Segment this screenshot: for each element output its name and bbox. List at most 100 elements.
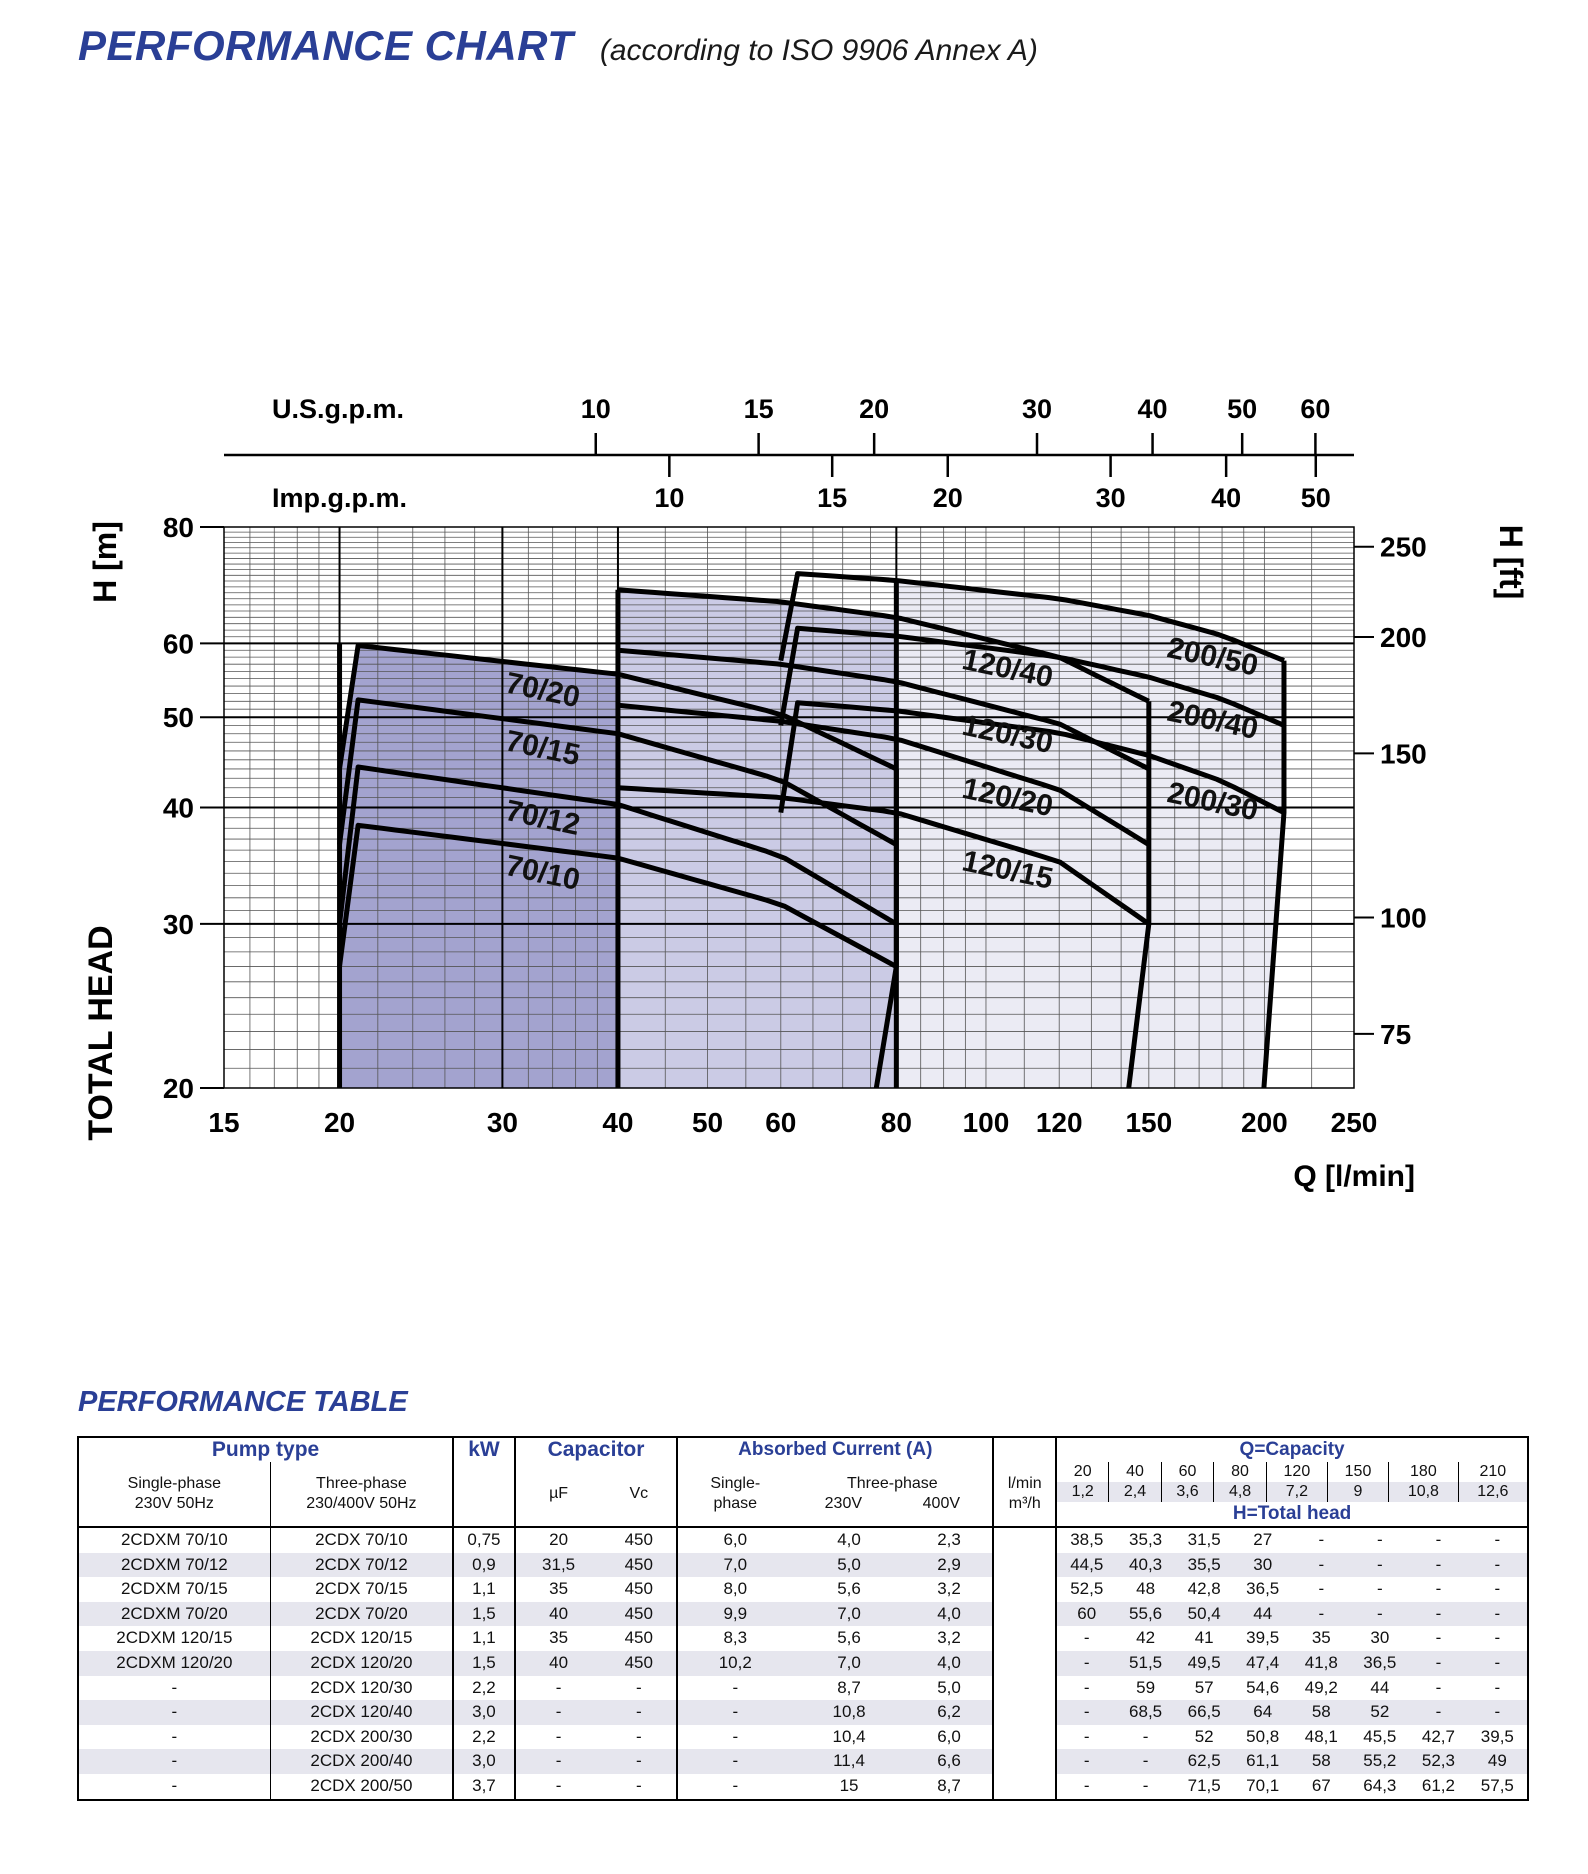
table-cell: - bbox=[635, 1677, 642, 1697]
table-cell: 5,6 bbox=[837, 1579, 861, 1599]
table-cell: 48,1 bbox=[1304, 1726, 1338, 1746]
table-cell: 3,0 bbox=[452, 1749, 515, 1774]
table-cell: - bbox=[1142, 1775, 1149, 1795]
table-row: 2CDXM 70/12 2CDX 70/12 0,9 31,5 450 7,0 5,0 2,9… bbox=[78, 1552, 1528, 1578]
table-cell: 5,6 bbox=[837, 1628, 861, 1648]
table-cell: 0,75 bbox=[452, 1527, 515, 1553]
table-cell: - bbox=[1055, 1700, 1117, 1725]
table-cell: - bbox=[1409, 1601, 1468, 1627]
unit-spacer bbox=[992, 1675, 1057, 1701]
x-tick-label: 250 bbox=[1331, 1107, 1378, 1138]
q-capacity-header: Q=Capacity bbox=[1055, 1437, 1528, 1462]
table-cell: 36,5 bbox=[1350, 1650, 1410, 1676]
performance-chart: 70/1070/1270/1570/20120/15120/20120/3012… bbox=[82, 394, 1529, 1193]
q-lmin-value: 40 bbox=[1108, 1462, 1162, 1482]
table-cell: 49,5 bbox=[1174, 1650, 1234, 1676]
table-cell: 450 bbox=[624, 1530, 653, 1549]
table-cell: - bbox=[78, 1700, 271, 1725]
table-cell: 52 bbox=[1350, 1700, 1410, 1725]
table-cell: 2CDXM 70/12 bbox=[78, 1552, 271, 1578]
table-cell: - bbox=[78, 1749, 271, 1774]
table-cell: - bbox=[1142, 1726, 1149, 1746]
y2-tick-label: 100 bbox=[1380, 902, 1427, 933]
table-cell: 54,6 bbox=[1246, 1677, 1280, 1697]
table-cell: 2CDXM 120/15 bbox=[116, 1628, 233, 1648]
table-cell: 44,5 bbox=[1055, 1552, 1117, 1578]
us-gpm-tick-label: 20 bbox=[859, 394, 889, 424]
uf-label: µF bbox=[513, 1462, 602, 1527]
table-cell: - bbox=[676, 1700, 793, 1725]
table-cell: 51,5 bbox=[1116, 1650, 1175, 1676]
table-cell: 35 bbox=[1311, 1628, 1331, 1648]
table-cell: 2CDX 70/20 bbox=[269, 1601, 454, 1627]
imp-gpm-tick-label: 30 bbox=[1096, 483, 1126, 513]
table-cell: - bbox=[1435, 1579, 1442, 1599]
capacitor-header: Capacitor bbox=[513, 1437, 678, 1462]
unit-spacer bbox=[992, 1749, 1057, 1774]
table-cell: 61,1 bbox=[1233, 1749, 1292, 1774]
q-m3h-value: 12,6 bbox=[1457, 1482, 1527, 1502]
table-cell: 1,5 bbox=[452, 1601, 515, 1627]
table-row: -2CDX 200/40 3,0- - -11,4 6,6- -62,5 61,1 58 55,… bbox=[78, 1749, 1528, 1774]
y2-tick-label: 150 bbox=[1380, 738, 1427, 769]
q-lmin-value: 210 bbox=[1457, 1462, 1527, 1482]
table-cell: 55,2 bbox=[1350, 1749, 1410, 1774]
table-cell: - bbox=[1292, 1552, 1351, 1578]
table-cell: 450 bbox=[601, 1650, 678, 1676]
table-cell: 450 bbox=[624, 1628, 653, 1648]
table-cell: 40 bbox=[513, 1601, 602, 1627]
table-row: 2CDXM 120/20 2CDX 120/20 1,5 40 450 10,2 7,0 4,… bbox=[78, 1650, 1528, 1676]
table-cell: 62,5 bbox=[1174, 1749, 1234, 1774]
table-cell: - bbox=[1409, 1650, 1468, 1676]
table-cell: 7,0 bbox=[792, 1650, 906, 1676]
table-cell: 2CDX 70/15 bbox=[269, 1577, 454, 1602]
table-cell: 58 bbox=[1292, 1700, 1351, 1725]
table-cell: - bbox=[1116, 1749, 1175, 1774]
table-cell: 6,0 bbox=[937, 1726, 961, 1746]
us-gpm-tick-label: 15 bbox=[744, 394, 774, 424]
table-cell: 3,7 bbox=[452, 1773, 515, 1800]
table-cell: 45,5 bbox=[1363, 1726, 1397, 1746]
x-tick-label: 40 bbox=[602, 1107, 633, 1138]
table-cell: 31,5 bbox=[513, 1552, 602, 1578]
table-cell: - bbox=[1494, 1579, 1501, 1599]
table-cell: 42 bbox=[1136, 1628, 1156, 1648]
table-cell: - bbox=[1377, 1530, 1383, 1549]
table-cell: 55,6 bbox=[1116, 1601, 1175, 1627]
imp-gpm-tick-label: 50 bbox=[1301, 483, 1331, 513]
table-cell: 0,9 bbox=[452, 1552, 515, 1578]
y2-tick-label: 75 bbox=[1380, 1019, 1411, 1050]
table-cell: - bbox=[1055, 1650, 1117, 1676]
q-m3h-value: 7,2 bbox=[1265, 1482, 1328, 1502]
table-cell: 68,5 bbox=[1116, 1700, 1175, 1725]
table-cell: - bbox=[1467, 1601, 1528, 1627]
q-m3h-value: 10,8 bbox=[1388, 1482, 1459, 1502]
x-tick-label: 100 bbox=[963, 1107, 1010, 1138]
table-cell: - bbox=[676, 1749, 793, 1774]
us-gpm-tick-label: 40 bbox=[1138, 394, 1168, 424]
table-cell: 41 bbox=[1194, 1628, 1214, 1648]
table-cell: 2CDX 120/20 bbox=[269, 1650, 454, 1676]
table-cell: 2CDX 120/30 bbox=[269, 1675, 454, 1701]
table-cell: 40 bbox=[513, 1650, 602, 1676]
series-line-120-20 bbox=[617, 702, 1151, 847]
table-cell: 52,3 bbox=[1409, 1749, 1468, 1774]
x-tick-label: 50 bbox=[692, 1107, 723, 1138]
table-cell: 2,2 bbox=[452, 1724, 515, 1750]
table-cell: 7,0 bbox=[792, 1601, 906, 1627]
x-tick-label: 80 bbox=[881, 1107, 912, 1138]
table-cell: 31,5 bbox=[1187, 1530, 1221, 1549]
q-lmin-value: 180 bbox=[1388, 1462, 1459, 1482]
table-cell: 35,5 bbox=[1174, 1552, 1234, 1578]
table-cell: 8,0 bbox=[676, 1577, 793, 1602]
table-cell: 38,5 bbox=[1055, 1527, 1117, 1553]
q-m3h-row: 1,2 2,4 3,6 4,8 7,2 9 10,8 12,6 bbox=[1057, 1482, 1527, 1502]
table-cell: 2,9 bbox=[905, 1552, 994, 1578]
y-tick-label: 20 bbox=[163, 1073, 194, 1104]
table-cell: 1,5 bbox=[452, 1650, 515, 1676]
unit-spacer bbox=[992, 1700, 1057, 1725]
table-cell: 2CDX 200/30 bbox=[269, 1724, 454, 1750]
table-cell: 2CDX 120/15 bbox=[269, 1626, 454, 1651]
table-cell: 40,3 bbox=[1116, 1552, 1175, 1578]
table-cell: 5,0 bbox=[937, 1677, 961, 1697]
